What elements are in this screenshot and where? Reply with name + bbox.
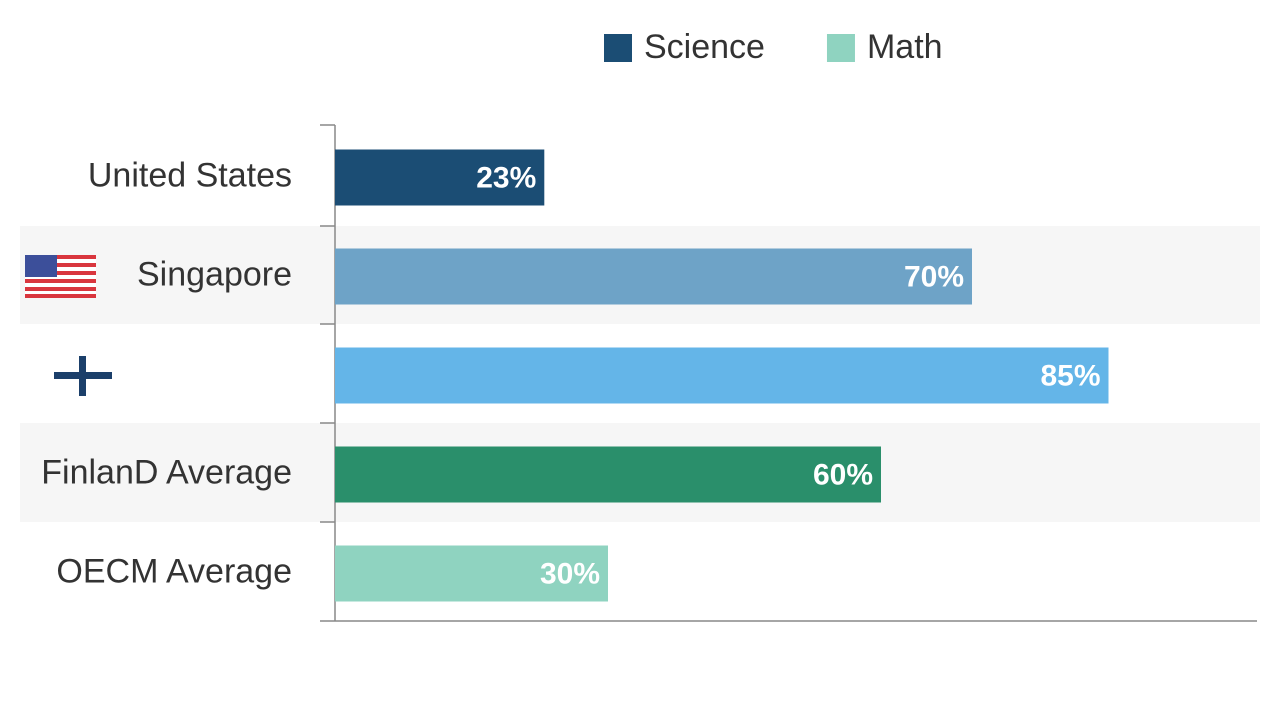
value-label: 30% [540, 557, 600, 590]
value-label: 23% [476, 161, 536, 194]
bar [335, 248, 972, 305]
category-label: Singapore [137, 255, 292, 293]
legend-swatch [604, 34, 632, 62]
value-label: 60% [813, 458, 873, 491]
plus-icon [54, 356, 112, 396]
bar [335, 446, 881, 503]
bar [335, 347, 1109, 404]
value-label: 85% [1040, 359, 1100, 392]
bar [335, 149, 545, 206]
legend-label: Science [644, 28, 765, 66]
bar [335, 545, 608, 602]
category-label: FinlanD Average [41, 453, 292, 491]
legend-swatch [826, 34, 855, 62]
legend-label: Math [867, 28, 943, 66]
flag-icon [25, 255, 96, 298]
category-label: United States [88, 156, 292, 194]
category-label: OECM Average [56, 552, 292, 590]
value-label: 70% [904, 260, 964, 293]
